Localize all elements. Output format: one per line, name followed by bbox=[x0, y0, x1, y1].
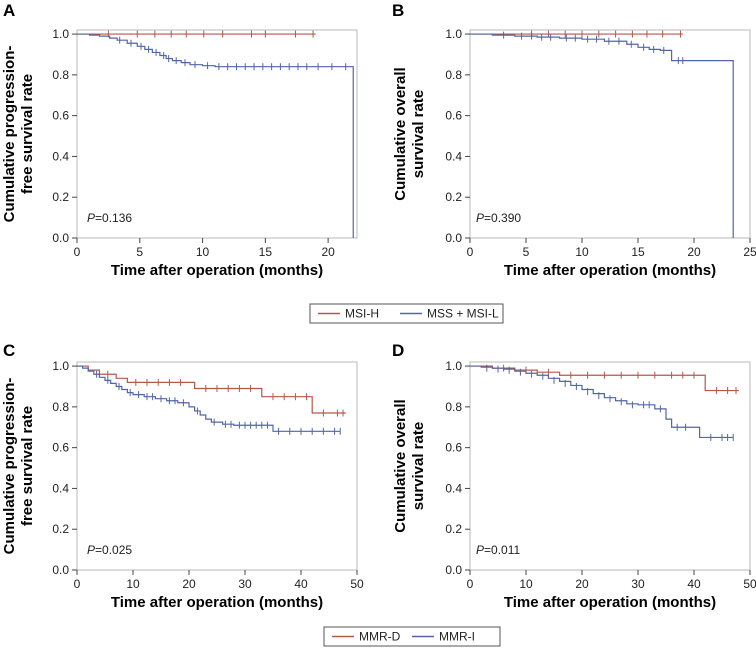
x-tick-label: 15 bbox=[631, 245, 645, 259]
x-tick-label: 10 bbox=[575, 245, 589, 259]
plot-frame bbox=[76, 29, 358, 239]
y-tick-label: 0.4 bbox=[445, 149, 462, 163]
legend-label: MSI-H bbox=[345, 307, 379, 321]
legend-label: MSS + MSI-L bbox=[427, 307, 499, 321]
y-axis-label: Cumulative progression-free survival rat… bbox=[1, 378, 36, 555]
x-tick-label: 50 bbox=[743, 577, 756, 591]
plot-frame bbox=[76, 361, 358, 571]
x-tick-label: 20 bbox=[687, 245, 701, 259]
y-tick-label: 0.0 bbox=[445, 563, 462, 577]
plot-frame bbox=[469, 29, 751, 239]
p-value-annotation: P=0.390 bbox=[476, 211, 521, 225]
y-tick-label: 0.0 bbox=[52, 231, 69, 245]
p-value-annotation: P=0.136 bbox=[87, 211, 132, 225]
x-axis-label: Time after operation (months) bbox=[504, 262, 716, 279]
p-value-annotation: P=0.025 bbox=[87, 543, 132, 557]
y-tick-label: 0.4 bbox=[445, 481, 462, 495]
panel-letter: A bbox=[3, 1, 15, 20]
x-tick-label: 30 bbox=[631, 577, 645, 591]
y-tick-label: 0.0 bbox=[52, 563, 69, 577]
panel-letter: B bbox=[392, 1, 404, 20]
x-tick-label: 10 bbox=[519, 577, 533, 591]
x-tick-label: 20 bbox=[182, 577, 196, 591]
x-tick-label: 25 bbox=[743, 245, 756, 259]
x-tick-label: 10 bbox=[196, 245, 210, 259]
y-tick-label: 0.8 bbox=[52, 400, 69, 414]
y-tick-label: 0.4 bbox=[52, 149, 69, 163]
chart-panel-a: A 0.0 0.2 0.4 0.6 0.8 1.0 0 5 10 15 20 Cumulative pr… bbox=[1, 1, 358, 279]
y-tick-label: 0.0 bbox=[445, 231, 462, 245]
survival-curve bbox=[470, 365, 734, 439]
x-axis-label: Time after operation (months) bbox=[111, 262, 323, 279]
y-tick-label: 0.8 bbox=[52, 68, 69, 82]
legend: MSI-H MSS + MSI-L bbox=[309, 303, 504, 324]
plot-frame bbox=[469, 361, 751, 571]
x-tick-label: 0 bbox=[467, 577, 474, 591]
y-tick-label: 0.2 bbox=[445, 190, 462, 204]
x-tick-label: 40 bbox=[294, 577, 308, 591]
legend-label: MMR-D bbox=[359, 630, 401, 644]
x-tick-label: 0 bbox=[467, 245, 474, 259]
x-tick-label: 20 bbox=[321, 245, 335, 259]
y-tick-label: 0.6 bbox=[445, 441, 462, 455]
y-tick-label: 0.6 bbox=[52, 109, 69, 123]
y-tick-label: 0.6 bbox=[445, 109, 462, 123]
x-tick-label: 20 bbox=[575, 577, 589, 591]
x-axis-label: Time after operation (months) bbox=[111, 594, 323, 611]
x-tick-label: 50 bbox=[350, 577, 364, 591]
p-value-annotation: P=0.011 bbox=[476, 543, 520, 557]
y-tick-label: 0.2 bbox=[445, 522, 462, 536]
x-tick-label: 10 bbox=[126, 577, 140, 591]
y-axis-label: Cumulative overallsurvival rate bbox=[392, 399, 427, 532]
y-tick-label: 0.8 bbox=[445, 400, 462, 414]
x-tick-label: 40 bbox=[687, 577, 701, 591]
y-tick-label: 0.2 bbox=[52, 190, 69, 204]
y-tick-label: 1.0 bbox=[52, 27, 69, 41]
y-tick-label: 0.8 bbox=[445, 68, 462, 82]
chart-panel-c: C 0.0 0.2 0.4 0.6 0.8 1.0 0 10 20 30 40 50 Cumulative… bbox=[1, 341, 364, 611]
x-tick-label: 5 bbox=[136, 245, 143, 259]
chart-panel-b: B 0.0 0.2 0.4 0.6 0.8 1.0 0 5 10 15 20 25 Cumulative … bbox=[392, 1, 756, 279]
y-tick-label: 0.6 bbox=[52, 441, 69, 455]
x-tick-label: 30 bbox=[238, 577, 252, 591]
survival-curve bbox=[77, 365, 346, 414]
x-axis-label: Time after operation (months) bbox=[504, 594, 716, 611]
y-tick-label: 1.0 bbox=[445, 359, 462, 373]
x-tick-label: 0 bbox=[74, 245, 81, 259]
y-axis-label: Cumulative progression-free survival rat… bbox=[1, 46, 36, 223]
legend: MMR-D MMR-I bbox=[323, 626, 501, 647]
x-tick-label: 15 bbox=[259, 245, 273, 259]
x-tick-label: 0 bbox=[74, 577, 81, 591]
y-tick-label: 1.0 bbox=[52, 359, 69, 373]
chart-panel-d: D 0.0 0.2 0.4 0.6 0.8 1.0 0 10 20 30 40 50 Cumulative… bbox=[392, 341, 756, 611]
legend-label: MMR-I bbox=[439, 630, 475, 644]
x-tick-label: 5 bbox=[523, 245, 530, 259]
survival-curve bbox=[77, 365, 341, 432]
y-tick-label: 1.0 bbox=[445, 27, 462, 41]
y-tick-label: 0.4 bbox=[52, 481, 69, 495]
survival-curve bbox=[77, 33, 354, 238]
panel-letter: C bbox=[3, 341, 15, 360]
panel-letter: D bbox=[392, 341, 404, 360]
survival-curve bbox=[470, 33, 734, 238]
y-tick-label: 0.2 bbox=[52, 522, 69, 536]
y-axis-label: Cumulative overallsurvival rate bbox=[392, 67, 427, 200]
